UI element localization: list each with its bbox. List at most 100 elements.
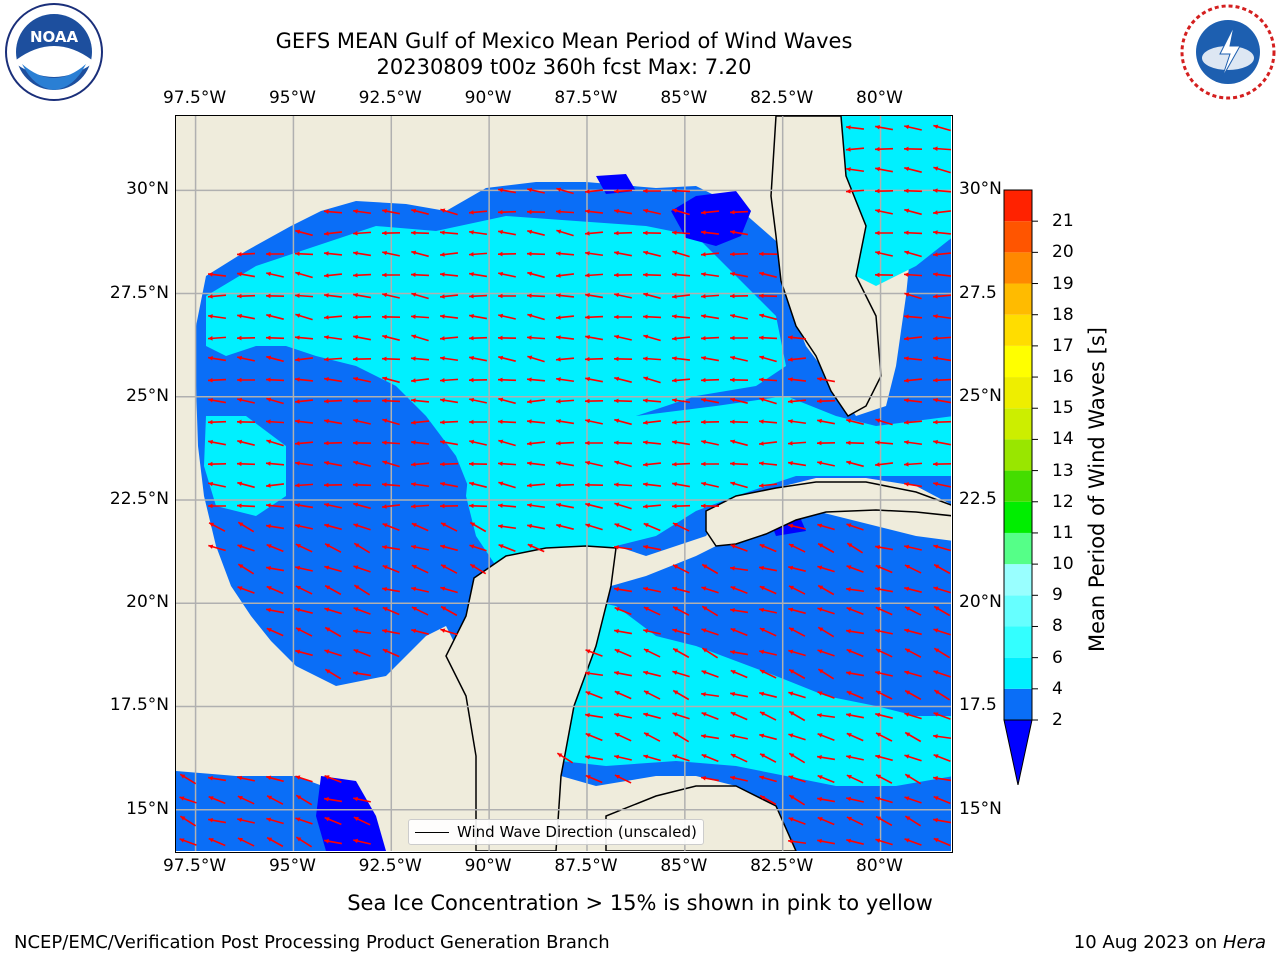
wave-arrow xyxy=(584,334,604,341)
wave-arrow xyxy=(932,210,951,215)
wave-arrow xyxy=(353,334,371,341)
wave-arrow xyxy=(295,565,313,572)
wave-arrow xyxy=(585,460,603,467)
wave-arrow xyxy=(526,461,546,466)
wave-arrow xyxy=(903,440,923,446)
wave-arrow xyxy=(179,815,197,827)
cyan-band-caribbean xyxy=(561,596,951,786)
colorbar-segment xyxy=(1004,470,1032,502)
wave-arrow xyxy=(295,775,313,783)
wave-arrow xyxy=(382,272,400,278)
wave-arrow xyxy=(932,461,951,467)
wave-arrow xyxy=(353,649,371,657)
wave-arrow xyxy=(787,377,807,382)
wave-arrow xyxy=(932,188,951,193)
wave-arrow xyxy=(237,775,255,782)
wave-arrow xyxy=(382,292,400,299)
wave-arrow xyxy=(207,776,227,782)
wave-arrow xyxy=(526,251,546,257)
wave-arrow xyxy=(323,418,343,425)
colorbar-segment xyxy=(1004,439,1032,471)
wave-arrow xyxy=(671,461,691,467)
wave-arrow xyxy=(381,398,401,404)
wave-arrow xyxy=(440,586,458,594)
wave-arrow xyxy=(787,839,807,845)
svg-text:NOAA: NOAA xyxy=(30,28,79,46)
wave-arrow xyxy=(294,399,314,404)
wave-arrow xyxy=(295,607,313,614)
wave-arrow xyxy=(903,482,923,488)
wave-arrow xyxy=(498,355,516,362)
wave-arrow xyxy=(729,566,749,572)
wave-arrow xyxy=(237,837,255,847)
wave-arrow xyxy=(468,210,488,215)
wave-arrow xyxy=(352,482,372,488)
wave-arrow xyxy=(323,398,343,404)
wave-arrow xyxy=(324,668,342,680)
wave-arrow xyxy=(846,542,864,554)
lon-tick-bottom: 97.5°W xyxy=(162,856,227,876)
wave-arrow xyxy=(265,293,285,299)
wave-arrow xyxy=(671,440,691,446)
wave-arrow xyxy=(730,481,748,489)
wave-arrow xyxy=(614,690,632,700)
wave-arrow xyxy=(555,335,575,340)
wave-arrow xyxy=(903,314,923,319)
wave-arrow xyxy=(352,356,372,362)
wave-arrow xyxy=(613,208,633,215)
wave-arrow xyxy=(643,292,661,300)
wave-arrow xyxy=(382,523,400,531)
wave-arrow xyxy=(584,671,604,677)
wave-arrow xyxy=(236,335,256,341)
wave-arrow xyxy=(266,775,284,783)
lat-tick-left: 22.5°N xyxy=(109,489,169,510)
wave-arrow xyxy=(324,584,342,596)
wave-arrow xyxy=(817,649,835,657)
wave-arrow xyxy=(555,273,575,278)
wave-arrow xyxy=(469,544,487,552)
wave-arrow xyxy=(207,272,227,277)
wave-arrow xyxy=(933,563,951,575)
wave-arrow xyxy=(614,670,632,677)
wave-arrow xyxy=(903,356,923,361)
wave-arrow xyxy=(643,334,661,342)
wave-arrow xyxy=(643,376,661,384)
wave-arrow xyxy=(498,481,516,489)
wave-arrow xyxy=(526,441,546,446)
wave-arrow xyxy=(671,188,691,194)
wave-arrow xyxy=(555,399,575,404)
wave-arrow xyxy=(237,586,255,594)
colorbar-tick: 8 xyxy=(1052,616,1063,637)
wave-arrow xyxy=(874,124,894,131)
wave-arrow xyxy=(265,483,285,488)
wave-arrow xyxy=(903,462,923,467)
wave-arrow xyxy=(788,691,806,699)
wave-arrow xyxy=(237,544,255,552)
wave-arrow xyxy=(700,314,720,320)
wave-arrow xyxy=(497,335,517,341)
wave-arrow xyxy=(323,335,343,341)
wave-arrow xyxy=(614,418,632,426)
wave-arrow xyxy=(759,649,777,656)
wave-arrow xyxy=(352,272,372,278)
wave-arrow xyxy=(701,605,719,617)
wave-arrow xyxy=(613,482,633,487)
wave-arrow xyxy=(759,271,777,278)
wave-arrow xyxy=(642,398,662,403)
wave-arrow xyxy=(497,419,517,425)
wave-arrow xyxy=(758,461,778,466)
colorbar-segment xyxy=(1004,626,1032,658)
wave-arrow xyxy=(672,208,690,216)
wave-arrow xyxy=(845,167,865,173)
wave-arrow xyxy=(701,481,719,488)
wave-arrow xyxy=(498,271,516,278)
wave-arrow xyxy=(875,628,893,635)
wave-arrow xyxy=(584,314,604,320)
wave-arrow xyxy=(323,440,343,446)
wave-arrow xyxy=(410,272,430,278)
wave-arrow xyxy=(265,377,285,383)
wave-arrow xyxy=(671,420,691,425)
wave-arrow xyxy=(497,377,517,383)
wave-arrow xyxy=(555,419,575,425)
wave-arrow xyxy=(700,230,720,235)
